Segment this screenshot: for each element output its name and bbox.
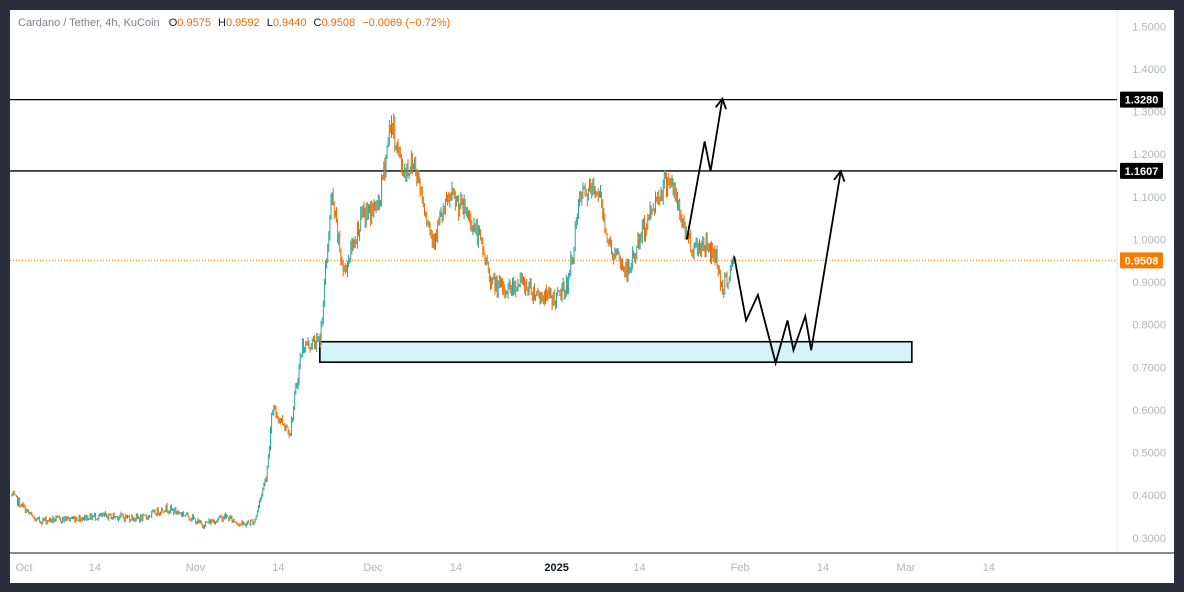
x-tick-label: 14 bbox=[817, 562, 829, 574]
projection-path-breakout bbox=[685, 98, 724, 240]
x-tick-label: Feb bbox=[731, 562, 750, 574]
symbol-title: Cardano / Tether, 4h, KuCoin bbox=[18, 17, 160, 29]
level-price-tag bbox=[1120, 91, 1163, 108]
y-tick-label: 1.0000 bbox=[1132, 234, 1166, 246]
last-price-tag bbox=[1120, 252, 1163, 269]
x-tick-label: Oct bbox=[15, 562, 32, 574]
y-tick-label: 1.4000 bbox=[1132, 64, 1166, 76]
projection-arrowhead bbox=[833, 169, 846, 182]
y-tick-label: 0.4000 bbox=[1132, 490, 1166, 502]
open-value: 0.9575 bbox=[177, 17, 211, 29]
change-value: −0.0069 (−0.72%) bbox=[362, 17, 451, 29]
y-tick-label: 0.8000 bbox=[1132, 320, 1166, 332]
x-tick-label: 14 bbox=[450, 562, 462, 574]
low-label: L bbox=[266, 17, 273, 29]
projection-arrowhead bbox=[714, 96, 727, 110]
projection-path-retest bbox=[733, 171, 842, 367]
level-price-label: 1.1607 bbox=[1125, 166, 1159, 178]
chart-header: Cardano / Tether, 4h, KuCoin O0.9575 H0.… bbox=[18, 17, 450, 29]
x-tick-label: 14 bbox=[983, 562, 995, 574]
last-price-label: 0.9508 bbox=[1125, 255, 1159, 267]
x-tick-label: 2025 bbox=[544, 562, 568, 574]
x-tick-label: Nov bbox=[186, 562, 206, 574]
high-value: 0.9592 bbox=[225, 17, 260, 29]
y-tick-label: 0.9000 bbox=[1132, 277, 1166, 289]
close-label: C bbox=[313, 17, 322, 29]
price-chart[interactable]: 1.5000 1.4000 1.3000 1.2000 1.1000 1.0000 0.90… bbox=[10, 10, 1174, 583]
support-zone bbox=[319, 340, 913, 363]
x-tick-label: Mar bbox=[896, 562, 915, 574]
x-tick-label: 14 bbox=[633, 562, 645, 574]
chart-frame: Cardano / Tether, 4h, KuCoin O0.9575 H0.… bbox=[10, 10, 1174, 583]
x-tick-label: 14 bbox=[89, 562, 101, 574]
open-label: O bbox=[168, 17, 178, 29]
x-tick-label: 14 bbox=[272, 562, 284, 574]
high-label: H bbox=[218, 17, 226, 29]
y-tick-label: 1.5000 bbox=[1132, 21, 1166, 33]
level-price-label: 1.3280 bbox=[1125, 95, 1159, 107]
y-tick-label: 0.3000 bbox=[1132, 533, 1166, 545]
y-tick-label: 1.1000 bbox=[1132, 192, 1166, 204]
x-tick-label: Dec bbox=[363, 562, 383, 574]
close-value: 0.9508 bbox=[321, 17, 356, 29]
y-tick-label: 0.5000 bbox=[1132, 448, 1166, 460]
y-tick-label: 1.2000 bbox=[1132, 149, 1166, 161]
level-price-tag bbox=[1120, 162, 1163, 179]
y-tick-label: 1.3000 bbox=[1132, 107, 1166, 119]
y-tick-label: 0.7000 bbox=[1132, 362, 1166, 374]
y-tick-label: 0.6000 bbox=[1132, 405, 1166, 417]
low-value: 0.9440 bbox=[272, 17, 307, 29]
